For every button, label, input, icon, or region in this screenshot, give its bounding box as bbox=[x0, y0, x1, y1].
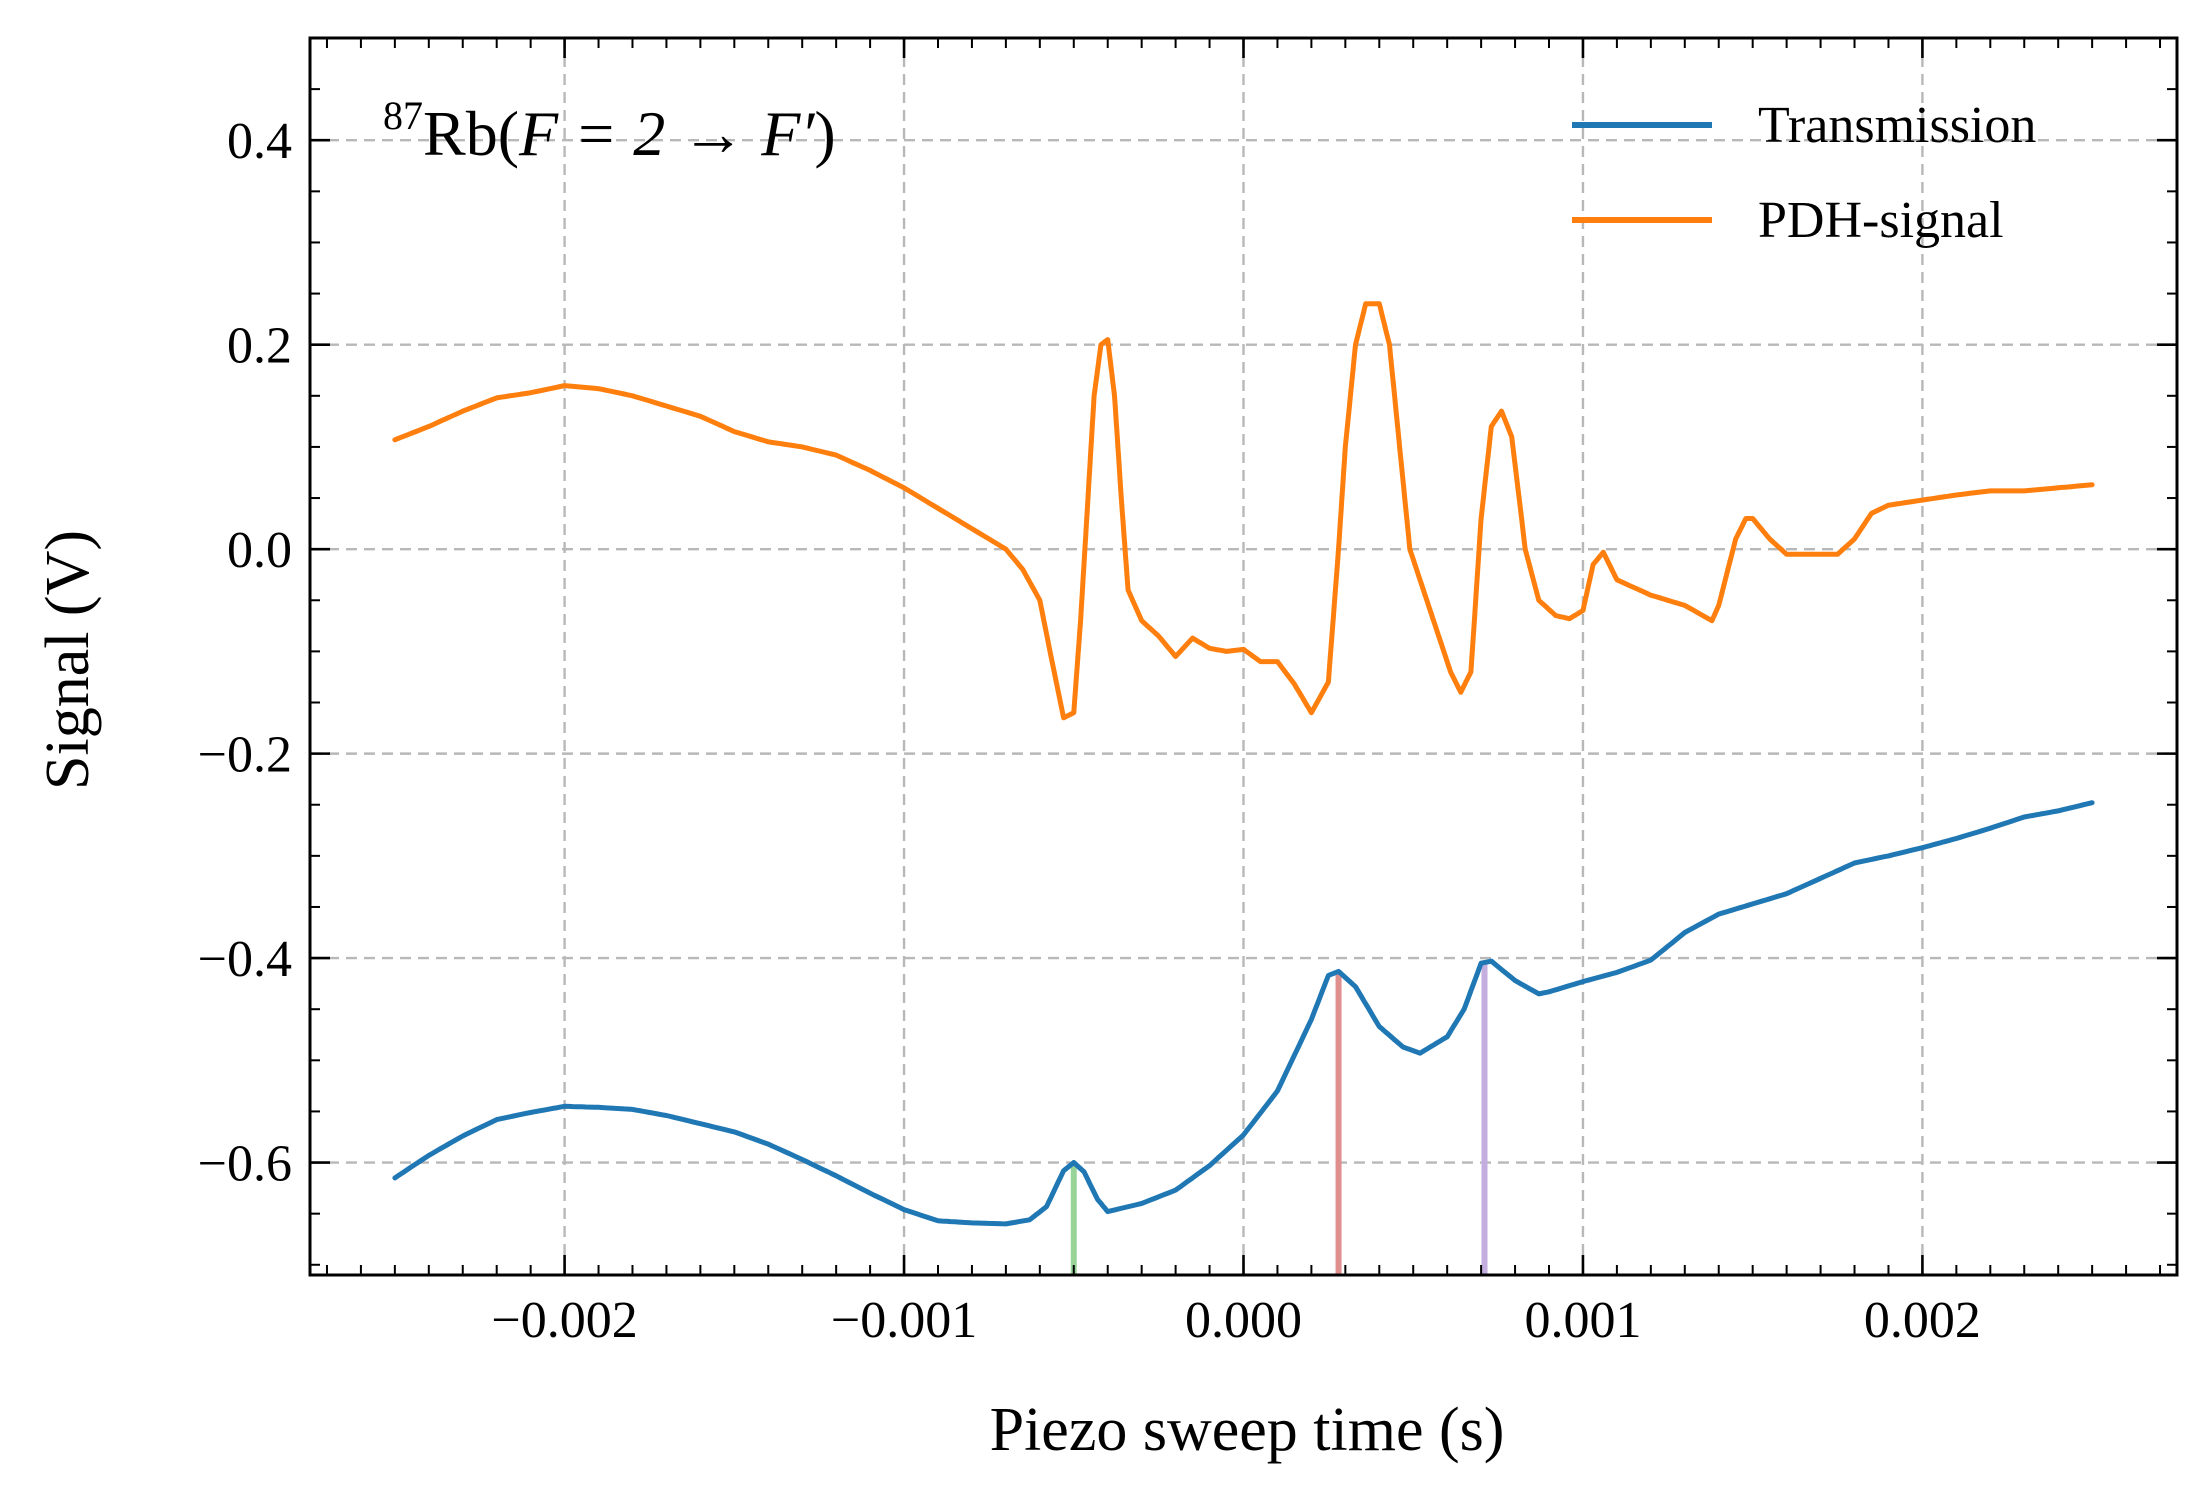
legend: Transmission PDH-signal bbox=[1572, 97, 2036, 249]
y-tick-label: 0.2 bbox=[227, 318, 292, 375]
ticks bbox=[310, 38, 2177, 1275]
x-tick-label: 0.001 bbox=[1524, 1292, 1641, 1349]
x-tick-label: 0.002 bbox=[1864, 1292, 1981, 1349]
y-tick-label: 0.0 bbox=[227, 522, 292, 579]
y-tick-label: −0.4 bbox=[198, 931, 292, 988]
annotation: 87Rb(F = 2 → F′) bbox=[383, 93, 836, 169]
peak-markers bbox=[1070, 961, 1488, 1275]
y-tick-label: 0.4 bbox=[227, 113, 292, 170]
tick-labels: −0.002 −0.001 0.000 0.001 0.002 0.4 0.2 0.0 −0.2… bbox=[198, 113, 1981, 1349]
legend-label: PDH-signal bbox=[1758, 192, 2004, 249]
annotation-math: F = 2 → F′ bbox=[518, 98, 815, 169]
x-tick-label: 0.000 bbox=[1185, 1292, 1302, 1349]
y-tick-label: −0.2 bbox=[198, 727, 292, 784]
series-lines bbox=[392, 301, 2095, 1227]
annotation-superscript: 87 bbox=[383, 93, 423, 138]
annotation-text: Rb( bbox=[423, 98, 519, 169]
legend-label: Transmission bbox=[1758, 97, 2036, 154]
y-tick-label: −0.6 bbox=[198, 1136, 292, 1193]
series-line bbox=[392, 800, 2095, 1227]
series-line bbox=[392, 301, 2095, 721]
svg-text:87Rb(F = 2 → F′): 87Rb(F = 2 → F′) bbox=[383, 93, 836, 169]
annotation-close: ) bbox=[814, 98, 835, 169]
y-axis-label: Signal (V) bbox=[34, 530, 102, 790]
x-tick-label: −0.001 bbox=[831, 1292, 977, 1349]
grid bbox=[310, 38, 2177, 1275]
x-axis-label: Piezo sweep time (s) bbox=[990, 1396, 1505, 1464]
x-tick-label: −0.002 bbox=[491, 1292, 637, 1349]
